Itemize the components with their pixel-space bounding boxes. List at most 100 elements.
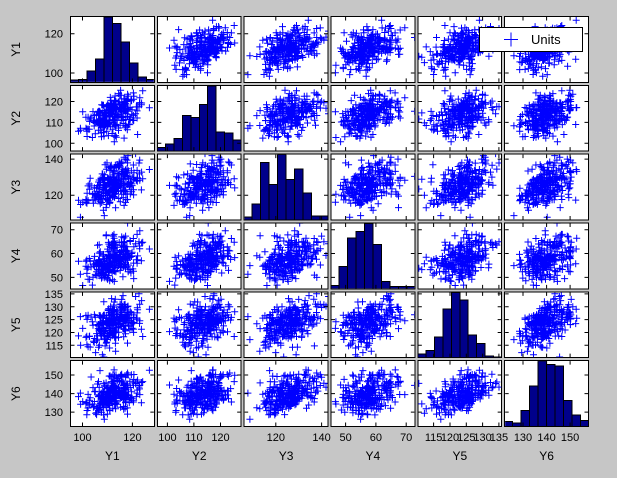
- y-tick-label-Y4-70: 70: [51, 225, 63, 237]
- scatter-points-Y1-vs-Y4: [331, 17, 415, 80]
- scatter-points-Y1-vs-Y5: [418, 17, 502, 80]
- x-axis-label-Y3: Y3: [279, 449, 294, 463]
- x-tick-label-Y5-115: 115: [425, 432, 443, 444]
- x-axis-label-Y2: Y2: [192, 449, 207, 463]
- y-tick-label-Y5-135: 135: [45, 289, 63, 301]
- x-tick-label-Y2-120: 120: [211, 432, 229, 444]
- scatter-points-Y2-vs-Y6: [510, 86, 581, 146]
- tick-marks: [331, 361, 415, 426]
- x-tick-label-Y2-100: 100: [158, 432, 176, 444]
- tick-marks: [71, 85, 154, 151]
- y-axis-label-Y2: Y2: [9, 111, 23, 126]
- tick-marks: [157, 17, 241, 82]
- tick-marks: [244, 361, 328, 426]
- y-axis-label-Y6: Y6: [9, 386, 23, 401]
- tick-marks: [505, 223, 588, 289]
- legend-entry-label: Units: [531, 32, 561, 47]
- y-axis-label-Y1: Y1: [9, 42, 23, 57]
- scatter-points-Y3-vs-Y4: [331, 154, 415, 220]
- tick-marks: [418, 17, 502, 82]
- x-tick-label-Y1-100: 100: [73, 432, 91, 444]
- scatter-points-Y3-vs-Y6: [510, 154, 581, 220]
- scatter-points-Y3-vs-Y2: [166, 154, 239, 220]
- y-tick-label-Y4-50: 50: [51, 272, 63, 284]
- scatter-points-Y2-vs-Y4: [331, 86, 415, 146]
- scatter-points-Y2-vs-Y1: [75, 86, 153, 146]
- scatter-points-Y1-vs-Y3: [244, 17, 328, 80]
- scatter-points-Y2-vs-Y3: [244, 86, 328, 146]
- legend-box[interactable]: [479, 27, 583, 52]
- tick-marks: [157, 292, 241, 358]
- x-tick-label-Y2-110: 110: [185, 432, 203, 444]
- x-tick-label-Y3-140: 140: [312, 432, 330, 444]
- scatter-points-Y6-vs-Y3: [244, 366, 328, 423]
- histogram-bars-Y3: [244, 154, 328, 220]
- y-tick-label-Y6-150: 150: [45, 370, 63, 382]
- tick-marks: [71, 17, 154, 82]
- tick-marks: [331, 17, 415, 82]
- y-tick-label-Y5-130: 130: [45, 302, 63, 314]
- x-axis-label-Y5: Y5: [452, 449, 467, 463]
- histogram-bars-Y1: [71, 17, 154, 82]
- y-tick-label-Y6-140: 140: [45, 389, 63, 401]
- scatter-points-Y1-vs-Y2: [166, 17, 239, 80]
- scatter-points-Y3-vs-Y1: [75, 154, 153, 220]
- scatter-points-Y5-vs-Y3: [244, 292, 328, 358]
- tick-marks: [331, 85, 415, 151]
- y-tick-label-Y5-120: 120: [45, 328, 63, 340]
- y-tick-label-Y2-120: 120: [45, 97, 63, 109]
- y-tick-label-Y2-100: 100: [45, 138, 63, 150]
- x-tick-label-Y4-70: 70: [400, 432, 412, 444]
- tick-marks: [418, 223, 502, 289]
- y-tick-label-Y5-115: 115: [45, 340, 63, 352]
- tick-marks: [418, 292, 502, 358]
- legend-plus-marker-icon: [504, 32, 518, 47]
- y-axis-label-Y5: Y5: [9, 317, 23, 332]
- scatter-points-Y5-vs-Y4: [331, 292, 415, 358]
- tick-marks: [157, 154, 241, 220]
- tick-marks: [244, 223, 328, 289]
- tick-marks: [244, 292, 328, 358]
- x-tick-label-Y1-120: 120: [123, 432, 141, 444]
- tick-marks: [71, 154, 154, 220]
- tick-marks: [157, 223, 241, 289]
- tick-marks: [157, 361, 241, 426]
- x-axis-label-Y4: Y4: [366, 449, 381, 463]
- tick-marks: [418, 154, 502, 220]
- x-tick-label-Y4-60: 60: [370, 432, 382, 444]
- tick-marks: [71, 223, 154, 289]
- y-axis-label-Y4: Y4: [9, 248, 23, 263]
- tick-marks: [505, 154, 588, 220]
- x-tick-label-Y6-150: 150: [561, 432, 579, 444]
- tick-marks: [244, 85, 328, 151]
- tick-marks: [157, 85, 241, 151]
- y-tick-label-Y5-125: 125: [45, 315, 63, 327]
- tick-marks: [418, 85, 502, 151]
- x-tick-label-Y6-140: 140: [537, 432, 555, 444]
- tick-marks: [505, 292, 588, 358]
- scatter-points-Y5-vs-Y2: [166, 292, 239, 358]
- y-tick-label-Y2-110: 110: [45, 117, 63, 129]
- y-tick-label-Y3-140: 140: [45, 154, 63, 166]
- tick-marks: [244, 17, 328, 82]
- legend[interactable]: Units: [479, 27, 583, 52]
- scatter-points-Y4-vs-Y3: [244, 223, 328, 289]
- scatter-points-Y6-vs-Y4: [331, 366, 415, 423]
- y-tick-label-Y4-60: 60: [51, 249, 63, 261]
- tick-marks: [331, 292, 415, 358]
- scatter-points-Y4-vs-Y6: [510, 223, 581, 289]
- scatter-points-Y4-vs-Y5: [418, 223, 502, 289]
- tick-marks: [505, 361, 588, 426]
- y-axis-label-Y3: Y3: [9, 179, 23, 194]
- scatter-points-Y6-vs-Y2: [166, 366, 239, 423]
- x-tick-label-Y5-120: 120: [441, 432, 459, 444]
- x-tick-label-Y4-50: 50: [339, 432, 351, 444]
- x-axis-label-Y6: Y6: [539, 449, 554, 463]
- x-tick-label-Y6-130: 130: [514, 432, 532, 444]
- x-tick-label-Y5-125: 125: [457, 432, 475, 444]
- x-axis-label-Y1: Y1: [105, 449, 120, 463]
- scatter-points-Y4-vs-Y2: [166, 223, 239, 289]
- scatter-points-Y4-vs-Y1: [75, 223, 153, 289]
